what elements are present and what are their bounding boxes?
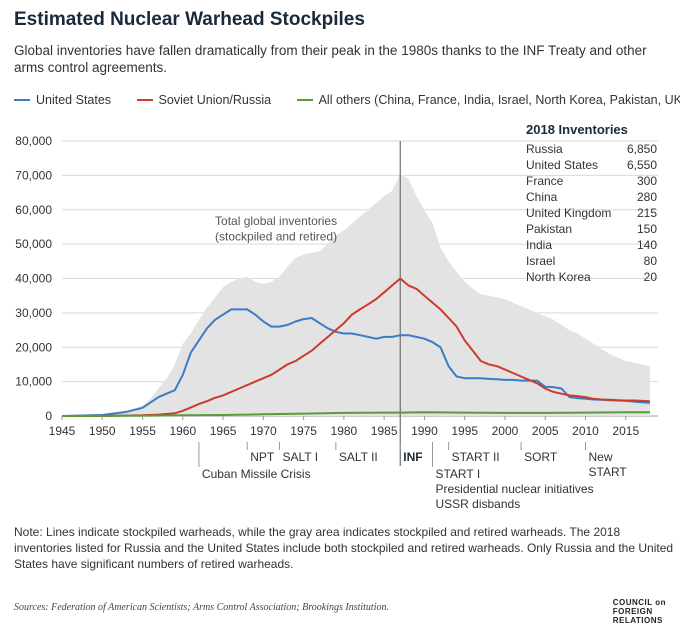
y-tick-label: 40,000 (15, 272, 52, 286)
inventory-country: Pakistan (526, 222, 572, 236)
legend-label-russia: Soviet Union/Russia (158, 93, 272, 107)
event-label: SORT (524, 450, 558, 464)
y-tick-label: 80,000 (15, 134, 52, 148)
others-series-line (61, 411, 650, 417)
inventory-country: France (526, 174, 564, 188)
inventory-country: China (526, 190, 558, 204)
x-tick-label: 1965 (210, 424, 237, 438)
event-label: Presidential nuclear initiatives (435, 482, 593, 496)
legend-label-us: United States (36, 93, 112, 107)
sources-line: Sources: Federation of American Scientis… (14, 602, 389, 613)
x-tick-label: 1950 (89, 424, 116, 438)
legend-label-others: All others (China, France, India, Israel… (318, 93, 680, 107)
y-tick-label: 30,000 (15, 306, 52, 320)
x-tick-label: 1995 (451, 424, 478, 438)
us-series-line (61, 308, 650, 417)
y-tick-label: 10,000 (15, 375, 52, 389)
logo-line-2: FOREIGN (612, 607, 653, 616)
area-label-line-1: Total global inventories (215, 214, 337, 228)
event-label: INF (403, 450, 422, 464)
event-label: Cuban Missile Crisis (202, 467, 311, 481)
stockpile-chart: 80,000 70,000 60,000 50,000 40,000 30,000 20,0… (15, 122, 658, 511)
inventory-value: 150 (637, 222, 657, 236)
inventory-country: United States (526, 158, 598, 172)
x-tick-label: 1990 (411, 424, 438, 438)
inventory-value: 80 (644, 254, 658, 268)
inventory-country: India (526, 238, 552, 252)
chart-title: Estimated Nuclear Warhead Stockpiles (14, 9, 365, 30)
logo-line-3: RELATIONS (612, 616, 663, 625)
legend-swatch-russia (136, 99, 153, 101)
inventory-value: 6,550 (627, 158, 657, 172)
x-tick-label: 1975 (290, 424, 317, 438)
logo-line-1: COUNCIL on (612, 598, 666, 607)
x-tick-label: 1960 (169, 424, 196, 438)
inventory-value: 300 (637, 174, 657, 188)
event-label: START (589, 465, 628, 479)
total-inventory-area (62, 173, 650, 416)
x-tick-label: 2010 (572, 424, 599, 438)
event-label: New (589, 450, 613, 464)
legend-swatch-others (296, 99, 313, 101)
x-tick-label: 1945 (49, 424, 76, 438)
legend-item-others: All others (China, France, India, Israel… (296, 93, 680, 107)
y-tick-label: 70,000 (15, 168, 52, 182)
sources-label: Sources: (14, 602, 49, 613)
event-label: NPT (250, 450, 275, 464)
russia-series-line (62, 277, 650, 417)
legend-item-us: United States (14, 93, 111, 107)
cfr-logo: COUNCIL on FOREIGN RELATIONS (613, 598, 666, 625)
x-tick-label: 2005 (532, 424, 559, 438)
inventory-value: 20 (644, 270, 658, 284)
x-tick-label: 1970 (250, 424, 277, 438)
inventory-value: 215 (637, 206, 657, 220)
inventory-value: 6,850 (627, 142, 657, 156)
x-tick-label: 1985 (371, 424, 398, 438)
legend: United States Soviet Union/Russia All ot… (14, 90, 680, 107)
event-label: START II (452, 450, 500, 464)
inventory-country: North Korea (526, 270, 591, 284)
event-label: USSR disbands (435, 497, 520, 511)
y-tick-label: 20,000 (15, 340, 52, 354)
inventory-title: 2018 Inventories (526, 122, 628, 137)
event-label: START I (435, 467, 480, 481)
inventory-country: United Kingdom (526, 206, 611, 220)
x-tick-label: 1955 (129, 424, 156, 438)
chart-note: Note: Lines indicate stockpiled warheads… (14, 525, 674, 571)
legend-item-russia: Soviet Union/Russia (136, 93, 272, 107)
y-tick-label: 60,000 (15, 203, 52, 217)
legend-swatch-us (14, 99, 30, 101)
inventory-value: 140 (637, 238, 657, 252)
event-label: SALT II (339, 450, 378, 464)
inventory-country: Russia (526, 142, 563, 156)
y-tick-label: 50,000 (15, 237, 52, 251)
sources-text: Federation of American Scientists; Arms … (51, 602, 389, 613)
inventory-country: Israel (526, 254, 555, 268)
chart-subtitle: Global inventories have fallen dramatica… (14, 43, 647, 75)
x-tick-label: 1980 (331, 424, 358, 438)
y-tick-label: 0 (45, 409, 52, 423)
x-tick-label: 2000 (492, 424, 519, 438)
area-label-line-2: (stockpiled and retired) (215, 230, 337, 244)
event-label: SALT I (282, 450, 318, 464)
inventory-value: 280 (637, 190, 657, 204)
x-tick-label: 2015 (612, 424, 639, 438)
